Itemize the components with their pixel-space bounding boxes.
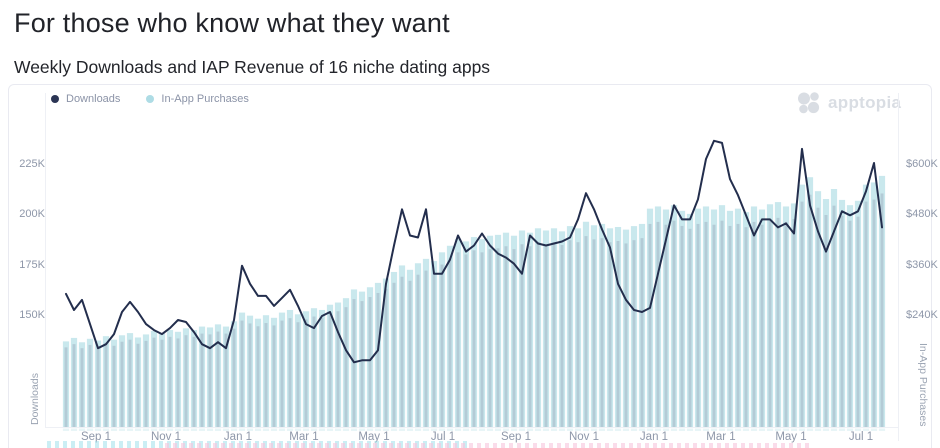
chart-plot-area[interactable] [51, 119, 893, 431]
right-axis-separator-line [898, 93, 899, 441]
left-axis-tick: 150K [19, 309, 45, 321]
left-axis-tick: 175K [19, 259, 45, 271]
legend-item-iap[interactable]: In-App Purchases [146, 93, 249, 105]
x-axis-tick-label: Sep 1 [500, 431, 532, 443]
x-axis-tick-label: Jul 1 [430, 431, 456, 443]
right-axis-tick: $360K [906, 259, 938, 271]
left-axis-tick: 200K [19, 208, 45, 220]
left-axis-line [45, 93, 46, 428]
x-axis-tick-label: Jan 1 [639, 431, 669, 443]
x-axis-tick-label: Nov 1 [568, 431, 600, 443]
chart-card: Downloads In-App Purchases apptopia 225K… [8, 84, 938, 448]
right-axis-tick: $480K [906, 208, 938, 220]
x-axis-tick-label: Mar 1 [289, 431, 319, 443]
apptopia-clover-icon [798, 92, 820, 114]
right-axis-tick: $600K [906, 158, 938, 170]
page-subtitle: Weekly Downloads and IAP Revenue of 16 n… [14, 57, 491, 77]
apptopia-logo-text: apptopia [828, 93, 902, 112]
x-axis-tick-label: May 1 [775, 431, 807, 443]
x-axis-tick-label: May 1 [358, 431, 390, 443]
x-axis-tick-label: Sep 1 [80, 431, 112, 443]
right-axis-title: In-App Purchases [917, 343, 929, 427]
page-title: For those who know what they want [14, 8, 450, 38]
left-axis-title: Downloads [29, 373, 41, 425]
x-axis-tick-label: Mar 1 [706, 431, 736, 443]
x-axis-tick-label: Jul 1 [848, 431, 874, 443]
x-axis-line [45, 427, 898, 428]
x-axis-tick-label: Nov 1 [150, 431, 182, 443]
x-axis-tick-label: Jan 1 [223, 431, 253, 443]
legend-label: Downloads [66, 93, 121, 105]
chart-legend: Downloads In-App Purchases [51, 93, 249, 105]
apptopia-logo: apptopia [797, 91, 901, 115]
legend-item-downloads[interactable]: Downloads [51, 93, 120, 105]
left-axis-tick: 225K [19, 158, 45, 170]
downloads-legend-dot-icon [51, 95, 59, 103]
iap-legend-dot-icon [146, 95, 155, 103]
legend-label: In-App Purchases [161, 93, 249, 105]
right-axis-tick: $240K [906, 309, 938, 321]
